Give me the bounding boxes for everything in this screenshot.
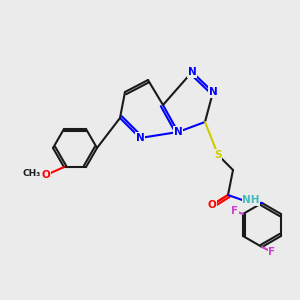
Text: F: F xyxy=(231,206,239,216)
Text: N: N xyxy=(208,87,217,97)
Text: S: S xyxy=(214,150,222,160)
Text: CH₃: CH₃ xyxy=(23,169,41,178)
Text: F: F xyxy=(268,247,276,257)
Text: N: N xyxy=(136,133,144,143)
Text: N: N xyxy=(188,67,196,77)
Text: O: O xyxy=(42,170,50,180)
Text: O: O xyxy=(208,200,216,210)
Text: NH: NH xyxy=(242,195,260,205)
Text: N: N xyxy=(174,127,182,137)
